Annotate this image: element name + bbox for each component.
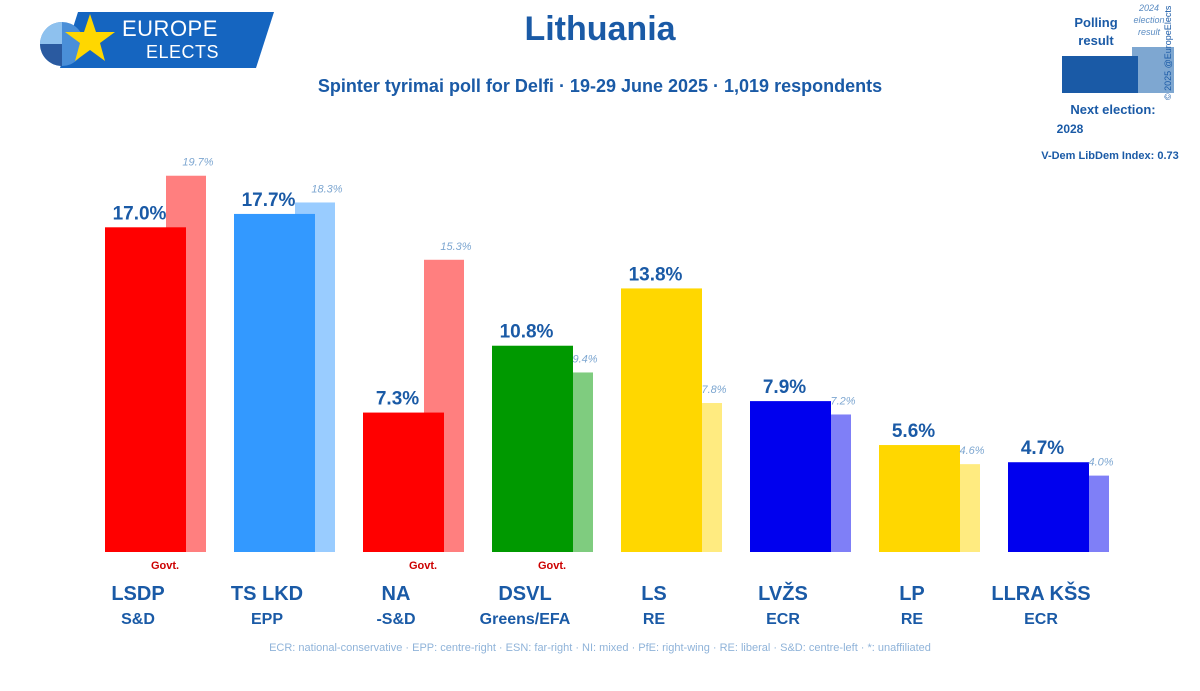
party-name-6: LP — [899, 583, 925, 605]
next-election-year: 2028 — [1056, 122, 1084, 136]
party-group-5: ECR — [766, 611, 800, 628]
election-value-label-4: 7.8% — [701, 384, 726, 396]
election-value-label-6: 4.6% — [959, 445, 984, 457]
poll-value-label-3: 10.8% — [500, 322, 554, 343]
poll-value-label-7: 4.7% — [1021, 438, 1064, 459]
party-group-3: Greens/EFA — [480, 611, 571, 628]
party-group-7: ECR — [1024, 611, 1058, 628]
party-name-2: NA — [382, 583, 411, 605]
poll-bar-4 — [621, 288, 702, 552]
election-value-label-3: 9.4% — [572, 353, 597, 365]
chart-subtitle: Spinter tyrimai poll for Delfi · 19-29 J… — [317, 76, 883, 96]
europe-elects-logo: EUROPE ELECTS — [38, 12, 278, 68]
logo-graphic — [40, 12, 274, 68]
party-group-2: -S&D — [376, 611, 415, 628]
govt-label-0: Govt. — [151, 560, 179, 572]
party-name-3: DSVL — [498, 583, 551, 605]
copyright: © 2025 @EuropeElects — [1163, 5, 1173, 100]
election-value-label-7: 4.0% — [1088, 457, 1113, 469]
legend: Polling result 2024 election result Next… — [1000, 0, 1200, 170]
logo-text-europe: EUROPE — [122, 16, 218, 41]
legend-election-label: 2024 election result — [1133, 3, 1165, 37]
poll-bar-2 — [363, 412, 444, 552]
poll-bar-1 — [234, 213, 315, 552]
vdem-index: V-Dem LibDem Index: 0.73 — [1041, 150, 1179, 162]
election-value-label-0: 19.7% — [182, 157, 213, 169]
election-value-label-1: 18.3% — [311, 183, 342, 195]
party-group-0: S&D — [121, 611, 155, 628]
party-name-4: LS — [641, 583, 667, 605]
chart-title: Lithuania — [524, 10, 676, 48]
party-name-7: LLRA KŠS — [991, 581, 1090, 605]
election-value-label-2: 15.3% — [440, 241, 471, 253]
next-election-label: Next election: — [1070, 102, 1156, 117]
legend-swatches — [1062, 47, 1174, 93]
poll-bar-7 — [1008, 462, 1089, 552]
poll-value-label-2: 7.3% — [376, 389, 419, 410]
poll-value-label-5: 7.9% — [763, 377, 806, 398]
poll-bar-3 — [492, 345, 573, 552]
legend-poll-swatch — [1062, 56, 1138, 93]
govt-label-3: Govt. — [538, 560, 566, 572]
govt-label-2: Govt. — [409, 560, 437, 572]
poll-value-label-0: 17.0% — [113, 203, 167, 224]
group-footnote: ECR: national-conservative · EPP: centre… — [269, 642, 931, 654]
legend-polling-label: Polling result — [1074, 15, 1118, 48]
party-name-5: LVŽS — [758, 581, 808, 605]
logo-text-elects: ELECTS — [146, 42, 220, 62]
party-group-4: RE — [643, 611, 666, 628]
poll-value-label-1: 17.7% — [242, 190, 296, 211]
party-group-6: RE — [901, 611, 924, 628]
election-value-label-5: 7.2% — [830, 395, 855, 407]
party-name-0: LSDP — [111, 583, 164, 605]
party-group-1: EPP — [251, 611, 283, 628]
poll-bar-0 — [105, 227, 186, 553]
legend-election-swatch — [1132, 47, 1174, 93]
party-name-1: TS LKD — [231, 583, 303, 605]
poll-bar-6 — [879, 445, 960, 552]
poll-bar-5 — [750, 401, 831, 552]
poll-value-label-4: 13.8% — [629, 264, 683, 285]
poll-value-label-6: 5.6% — [892, 421, 935, 442]
